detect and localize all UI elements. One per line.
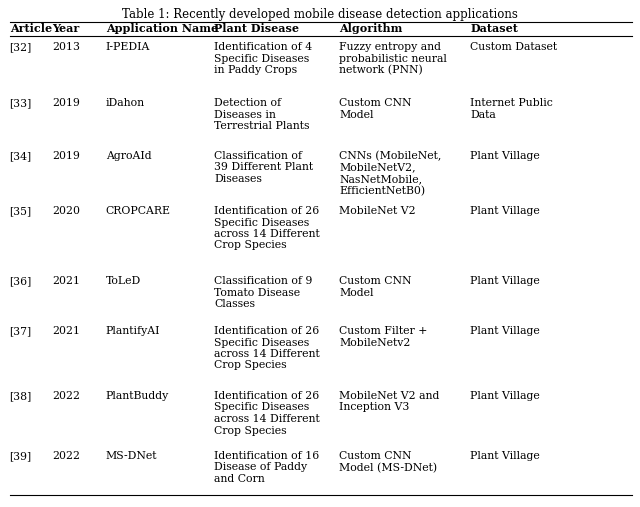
Text: Custom CNN: Custom CNN bbox=[339, 451, 412, 461]
Text: across 14 Different: across 14 Different bbox=[214, 229, 320, 239]
Text: EfficientNetB0): EfficientNetB0) bbox=[339, 186, 426, 196]
Text: Application Name: Application Name bbox=[106, 23, 218, 34]
Text: Disease of Paddy: Disease of Paddy bbox=[214, 462, 308, 473]
Text: 2019: 2019 bbox=[52, 98, 81, 108]
Text: Diseases in: Diseases in bbox=[214, 110, 276, 120]
Text: Plant Village: Plant Village bbox=[470, 276, 540, 286]
Text: Dataset: Dataset bbox=[470, 23, 518, 34]
Text: MS-DNet: MS-DNet bbox=[106, 451, 157, 461]
Text: CNNs (MobileNet,: CNNs (MobileNet, bbox=[339, 151, 442, 161]
Text: Plant Village: Plant Village bbox=[470, 326, 540, 336]
Text: Specific Diseases: Specific Diseases bbox=[214, 338, 310, 347]
Text: Article: Article bbox=[10, 23, 52, 34]
Text: Crop Species: Crop Species bbox=[214, 360, 287, 371]
Text: Specific Diseases: Specific Diseases bbox=[214, 403, 310, 413]
Text: 2022: 2022 bbox=[52, 391, 81, 401]
Text: PlantBuddy: PlantBuddy bbox=[106, 391, 169, 401]
Text: 2021: 2021 bbox=[52, 276, 81, 286]
Text: Specific Diseases: Specific Diseases bbox=[214, 54, 310, 63]
Text: Diseases: Diseases bbox=[214, 174, 262, 184]
Text: iDahon: iDahon bbox=[106, 98, 145, 108]
Text: Table 1: Recently developed mobile disease detection applications: Table 1: Recently developed mobile disea… bbox=[122, 8, 518, 21]
Text: Model: Model bbox=[339, 287, 374, 298]
Text: Algorithm: Algorithm bbox=[339, 23, 403, 34]
Text: [38]: [38] bbox=[10, 391, 32, 401]
Text: Identification of 26: Identification of 26 bbox=[214, 206, 319, 216]
Text: Crop Species: Crop Species bbox=[214, 240, 287, 250]
Text: [33]: [33] bbox=[10, 98, 32, 108]
Text: Identification of 26: Identification of 26 bbox=[214, 326, 319, 336]
Text: Custom CNN: Custom CNN bbox=[339, 276, 412, 286]
Text: across 14 Different: across 14 Different bbox=[214, 414, 320, 424]
Text: in Paddy Crops: in Paddy Crops bbox=[214, 65, 298, 75]
Text: Plant Village: Plant Village bbox=[470, 451, 540, 461]
Text: Inception V3: Inception V3 bbox=[339, 403, 410, 413]
Text: Internet Public: Internet Public bbox=[470, 98, 553, 108]
Text: MobileNet V2: MobileNet V2 bbox=[339, 206, 416, 216]
Text: NasNetMobile,: NasNetMobile, bbox=[339, 174, 422, 184]
Text: 39 Different Plant: 39 Different Plant bbox=[214, 163, 314, 172]
Text: Plant Village: Plant Village bbox=[470, 151, 540, 161]
Text: Plant Village: Plant Village bbox=[470, 391, 540, 401]
Text: Identification of 16: Identification of 16 bbox=[214, 451, 319, 461]
Text: [35]: [35] bbox=[10, 206, 32, 216]
Text: 2021: 2021 bbox=[52, 326, 81, 336]
Text: Crop Species: Crop Species bbox=[214, 425, 287, 436]
Text: across 14 Different: across 14 Different bbox=[214, 349, 320, 359]
Text: Terrestrial Plants: Terrestrial Plants bbox=[214, 121, 310, 131]
Text: [37]: [37] bbox=[10, 326, 32, 336]
Text: ToLeD: ToLeD bbox=[106, 276, 141, 286]
Text: [36]: [36] bbox=[10, 276, 32, 286]
Text: Classification of: Classification of bbox=[214, 151, 302, 161]
Text: Model (MS-DNet): Model (MS-DNet) bbox=[339, 462, 437, 473]
Text: Plant Village: Plant Village bbox=[470, 206, 540, 216]
Text: [34]: [34] bbox=[10, 151, 32, 161]
Text: Tomato Disease: Tomato Disease bbox=[214, 287, 301, 298]
Text: probabilistic neural: probabilistic neural bbox=[339, 54, 447, 63]
Text: MobileNetv2: MobileNetv2 bbox=[339, 338, 411, 347]
Text: and Corn: and Corn bbox=[214, 474, 265, 484]
Text: Identification of 4: Identification of 4 bbox=[214, 42, 312, 52]
Text: 2022: 2022 bbox=[52, 451, 81, 461]
Text: [32]: [32] bbox=[10, 42, 32, 52]
Text: Identification of 26: Identification of 26 bbox=[214, 391, 319, 401]
Text: Plant Disease: Plant Disease bbox=[214, 23, 300, 34]
Text: Data: Data bbox=[470, 110, 496, 120]
Text: PlantifyAI: PlantifyAI bbox=[106, 326, 160, 336]
Text: Custom Dataset: Custom Dataset bbox=[470, 42, 557, 52]
Text: Custom Filter +: Custom Filter + bbox=[339, 326, 428, 336]
Text: 2013: 2013 bbox=[52, 42, 81, 52]
Text: Detection of: Detection of bbox=[214, 98, 282, 108]
Text: Specific Diseases: Specific Diseases bbox=[214, 218, 310, 228]
Text: Custom CNN: Custom CNN bbox=[339, 98, 412, 108]
Text: Classes: Classes bbox=[214, 299, 255, 309]
Text: 2019: 2019 bbox=[52, 151, 81, 161]
Text: Model: Model bbox=[339, 110, 374, 120]
Text: MobileNetV2,: MobileNetV2, bbox=[339, 163, 416, 172]
Text: network (PNN): network (PNN) bbox=[339, 65, 423, 76]
Text: I-PEDIA: I-PEDIA bbox=[106, 42, 150, 52]
Text: 2020: 2020 bbox=[52, 206, 81, 216]
Text: Year: Year bbox=[52, 23, 80, 34]
Text: Fuzzy entropy and: Fuzzy entropy and bbox=[339, 42, 441, 52]
Text: CROPCARE: CROPCARE bbox=[106, 206, 171, 216]
Text: MobileNet V2 and: MobileNet V2 and bbox=[339, 391, 440, 401]
Text: Classification of 9: Classification of 9 bbox=[214, 276, 313, 286]
Text: AgroAId: AgroAId bbox=[106, 151, 151, 161]
Text: [39]: [39] bbox=[10, 451, 32, 461]
